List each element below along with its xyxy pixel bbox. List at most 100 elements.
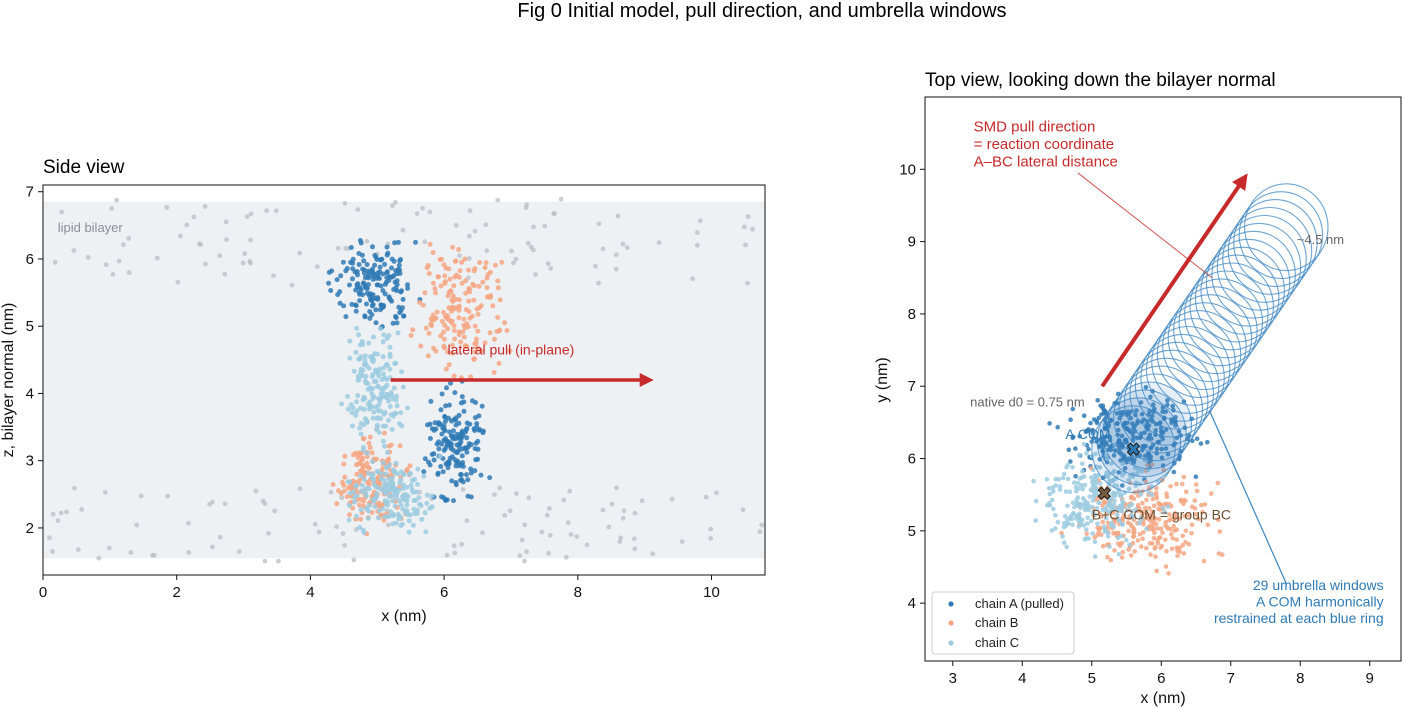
- top-view-point-chain-b-1698: [1132, 549, 1137, 554]
- side-view-point-chain-c-1036: [363, 361, 369, 367]
- lipid-point-109: [340, 531, 346, 536]
- bc-com-marker: [1097, 486, 1111, 500]
- lipid-point-30: [222, 271, 228, 277]
- side-view-point-chain-c-1134: [353, 483, 358, 489]
- side-view-point-chain-c-991: [375, 351, 380, 357]
- umbrella-window-ring-14: [1162, 302, 1247, 391]
- top-view-point-chain-c-1996: [1091, 494, 1097, 499]
- side-view-point-chain-a-346: [356, 290, 362, 296]
- top-view-point-chain-c-1913: [1086, 536, 1092, 541]
- top-view-point-chain-b-1735: [1135, 538, 1141, 543]
- side-view-point-chain-b-685: [446, 317, 452, 323]
- side-view-point-chain-a-336: [360, 266, 366, 272]
- top-view-point-chain-b-1697: [1183, 489, 1189, 495]
- umbrella-window-ring-13: [1156, 310, 1242, 398]
- top-view-point-chain-c-1752: [1120, 461, 1125, 467]
- x-tick-label: 6: [1157, 670, 1165, 687]
- top-view-point-chain-c-1873: [1109, 520, 1114, 526]
- top-view-point-chain-c-1942: [1061, 540, 1067, 545]
- lipid-point-22: [427, 209, 433, 215]
- side-view-point-chain-c-1034: [387, 366, 393, 372]
- lipid-point-144: [600, 246, 606, 252]
- side-view-point-chain-b-705: [458, 339, 464, 345]
- lipid-point-115: [262, 501, 268, 506]
- side-view-point-chain-a-405: [431, 457, 437, 463]
- side-view-point-chain-a-228: [369, 303, 375, 309]
- side-view-point-chain-c-1207: [385, 499, 391, 505]
- umbrella-window-ring-18: [1184, 270, 1269, 359]
- side-view-point-chain-b-652: [484, 294, 490, 300]
- side-view-point-chain-b-649: [462, 256, 468, 262]
- lipid-point-106: [71, 248, 77, 254]
- side-view-point-chain-c-1015: [374, 427, 380, 433]
- top-view-point-chain-a-1404: [1114, 421, 1120, 427]
- side-view-point-chain-c-935: [374, 416, 380, 421]
- top-view-point-chain-a-1345: [1205, 439, 1210, 445]
- side-view-point-chain-c-1004: [399, 423, 405, 429]
- top-view-point-chain-b-1717: [1097, 512, 1103, 517]
- x-tick-label: 4: [306, 584, 314, 601]
- top-view-point-chain-a-1461: [1071, 434, 1076, 440]
- side-view-point-chain-c-903: [380, 354, 386, 360]
- side-view-point-chain-c-1054: [352, 499, 358, 505]
- top-view-point-chain-c-1799: [1090, 531, 1095, 536]
- umbrella-window-ring-29: [1244, 183, 1329, 272]
- top-view-point-chain-a-1415: [1118, 451, 1124, 456]
- side-view-point-chain-c-1154: [404, 484, 410, 490]
- side-view-point-chain-b-808: [388, 442, 394, 448]
- top-view-point-chain-b-1635: [1186, 542, 1192, 547]
- side-view-point-chain-a-359: [355, 272, 360, 278]
- side-view-point-chain-b-687: [454, 272, 460, 278]
- lipid-point-180: [467, 233, 472, 239]
- side-view-point-chain-c-1190: [412, 497, 418, 503]
- top-view-point-chain-c-1865: [1165, 504, 1171, 510]
- side-view-point-chain-a-456: [442, 418, 448, 424]
- side-view-point-chain-c-1218: [360, 527, 366, 533]
- side-view-point-chain-b-844: [367, 445, 373, 451]
- side-view-point-chain-c-882: [371, 334, 376, 340]
- top-view-point-chain-b-1512: [1205, 522, 1211, 528]
- top-view-point-chain-c-1895: [1084, 527, 1089, 532]
- top-view-point-chain-c-1963: [1105, 472, 1110, 478]
- lipid-point-21: [631, 536, 637, 542]
- top-view-point-chain-b-1739: [1175, 553, 1180, 559]
- top-view-point-chain-a-1442: [1149, 436, 1154, 441]
- side-view-point-chain-a-384: [472, 446, 478, 452]
- top-view-point-chain-c-1857: [1138, 515, 1144, 520]
- lipid-point-161: [561, 497, 567, 503]
- side-view-point-chain-a-478: [447, 455, 453, 461]
- top-view-point-chain-c-1989: [1076, 503, 1082, 508]
- side-view-point-chain-c-1031: [388, 390, 394, 396]
- side-view-point-chain-a-477: [445, 465, 451, 471]
- top-view-point-chain-c-1933: [1118, 493, 1123, 498]
- side-view-point-chain-b-620: [464, 321, 470, 327]
- top-view-point-chain-c-1839: [1061, 524, 1067, 530]
- side-view-point-chain-c-881: [362, 353, 368, 359]
- top-view-point-chain-b-1561: [1174, 545, 1180, 550]
- top-view-point-chain-c-1782: [1046, 486, 1052, 491]
- top-view-point-chain-b-1641: [1149, 509, 1155, 514]
- umbrella-window-ring-26: [1227, 206, 1313, 295]
- top-view-point-chain-a-1455: [1125, 409, 1130, 415]
- side-view-point-chain-a-318: [359, 252, 365, 258]
- side-view-point-chain-b-805: [355, 455, 361, 461]
- side-view-point-chain-b-557: [426, 330, 432, 336]
- top-view-point-chain-a-1474: [1134, 408, 1139, 413]
- side-view-point-chain-b-593: [450, 244, 456, 250]
- side-view-point-chain-b-665: [450, 293, 456, 299]
- side-view-point-chain-c-1169: [414, 507, 420, 513]
- lipid-point-58: [552, 211, 557, 217]
- lipid-point-28: [342, 200, 348, 206]
- side-view-point-chain-b-546: [474, 336, 479, 342]
- top-view-point-chain-b-1682: [1137, 531, 1143, 537]
- side-view-point-chain-a-535: [451, 417, 457, 422]
- top-view-point-chain-c-1841: [1081, 441, 1087, 447]
- top-view-point-chain-c-1897: [1060, 475, 1066, 481]
- figure-title: Fig 0 Initial model, pull direction, and…: [517, 0, 1006, 22]
- side-view-point-chain-c-974: [385, 362, 391, 368]
- lipid-point-1: [497, 485, 503, 491]
- x-tick-label: 5: [1088, 670, 1096, 687]
- top-view-point-chain-c-1971: [1079, 475, 1085, 480]
- top-view-point-chain-a-1261: [1088, 420, 1093, 426]
